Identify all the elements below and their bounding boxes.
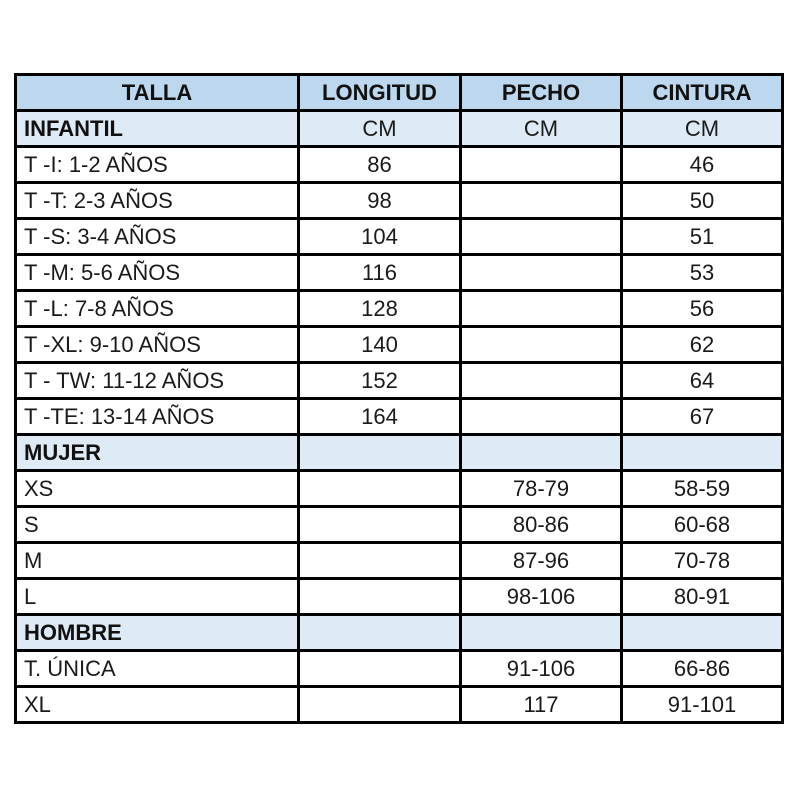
cell-longitud: 128 bbox=[297, 289, 462, 328]
cell-cintura: 67 bbox=[620, 397, 784, 436]
cell-longitud bbox=[297, 649, 462, 688]
column-header-pecho: PECHO bbox=[459, 73, 623, 112]
cell-talla: T -T: 2-3 AÑOS bbox=[14, 181, 300, 220]
table-row: T -I: 1-2 AÑOS 86 46 bbox=[14, 145, 784, 184]
cell-pecho bbox=[459, 397, 623, 436]
cell-cintura: 91-101 bbox=[620, 685, 784, 724]
cell-longitud bbox=[297, 469, 462, 508]
cell-longitud: 104 bbox=[297, 217, 462, 256]
cell-longitud: 98 bbox=[297, 181, 462, 220]
cell-cintura: 80-91 bbox=[620, 577, 784, 616]
cell-pecho: 98-106 bbox=[459, 577, 623, 616]
table-row: T -TE: 13-14 AÑOS 164 67 bbox=[14, 397, 784, 436]
cell-talla: T -S: 3-4 AÑOS bbox=[14, 217, 300, 256]
cell-longitud bbox=[297, 685, 462, 724]
cell-cintura: CM bbox=[620, 109, 784, 148]
cell-longitud bbox=[297, 577, 462, 616]
cell-cintura: 58-59 bbox=[620, 469, 784, 508]
cell-cintura: 62 bbox=[620, 325, 784, 364]
cell-longitud: 86 bbox=[297, 145, 462, 184]
table-row: M 87-96 70-78 bbox=[14, 541, 784, 580]
cell-pecho bbox=[459, 325, 623, 364]
cell-cintura: 53 bbox=[620, 253, 784, 292]
cell-longitud: 140 bbox=[297, 325, 462, 364]
cell-pecho: 91-106 bbox=[459, 649, 623, 688]
cell-longitud: CM bbox=[297, 109, 462, 148]
cell-talla: XS bbox=[14, 469, 300, 508]
cell-pecho bbox=[459, 289, 623, 328]
size-chart-table: TALLA LONGITUD PECHO CINTURA INFANTIL CM C… bbox=[14, 73, 784, 724]
table-row: XS 78-79 58-59 bbox=[14, 469, 784, 508]
cell-longitud bbox=[297, 433, 462, 472]
cell-pecho: 80-86 bbox=[459, 505, 623, 544]
section-row: MUJER bbox=[14, 433, 784, 472]
cell-pecho bbox=[459, 181, 623, 220]
cell-cintura: 50 bbox=[620, 181, 784, 220]
cell-longitud: 152 bbox=[297, 361, 462, 400]
cell-pecho: 87-96 bbox=[459, 541, 623, 580]
cell-pecho bbox=[459, 361, 623, 400]
cell-longitud: 164 bbox=[297, 397, 462, 436]
table-row: T -L: 7-8 AÑOS 128 56 bbox=[14, 289, 784, 328]
table-row: T -S: 3-4 AÑOS 104 51 bbox=[14, 217, 784, 256]
cell-talla: L bbox=[14, 577, 300, 616]
header-row: TALLA LONGITUD PECHO CINTURA bbox=[14, 73, 784, 112]
column-header-cintura: CINTURA bbox=[620, 73, 784, 112]
cell-pecho: 78-79 bbox=[459, 469, 623, 508]
cell-talla: XL bbox=[14, 685, 300, 724]
size-table-body: INFANTIL CM CM CM T -I: 1-2 AÑOS 86 46 T -T: 2-… bbox=[14, 109, 784, 724]
cell-pecho bbox=[459, 145, 623, 184]
cell-cintura: 56 bbox=[620, 289, 784, 328]
section-label: MUJER bbox=[14, 433, 300, 472]
table-row: T - TW: 11-12 AÑOS 152 64 bbox=[14, 361, 784, 400]
table-row: T -XL: 9-10 AÑOS 140 62 bbox=[14, 325, 784, 364]
table-row: XL 117 91-101 bbox=[14, 685, 784, 724]
section-row: INFANTIL CM CM CM bbox=[14, 109, 784, 148]
section-row: HOMBRE bbox=[14, 613, 784, 652]
cell-talla: T -XL: 9-10 AÑOS bbox=[14, 325, 300, 364]
cell-talla: T -TE: 13-14 AÑOS bbox=[14, 397, 300, 436]
cell-pecho bbox=[459, 253, 623, 292]
column-header-talla: TALLA bbox=[14, 73, 300, 112]
cell-cintura: 60-68 bbox=[620, 505, 784, 544]
cell-cintura: 66-86 bbox=[620, 649, 784, 688]
cell-pecho bbox=[459, 217, 623, 256]
cell-cintura: 70-78 bbox=[620, 541, 784, 580]
cell-talla: S bbox=[14, 505, 300, 544]
table-row: S 80-86 60-68 bbox=[14, 505, 784, 544]
cell-pecho bbox=[459, 433, 623, 472]
cell-cintura: 46 bbox=[620, 145, 784, 184]
cell-pecho: CM bbox=[459, 109, 623, 148]
cell-pecho bbox=[459, 613, 623, 652]
cell-cintura bbox=[620, 613, 784, 652]
cell-talla: T -L: 7-8 AÑOS bbox=[14, 289, 300, 328]
cell-pecho: 117 bbox=[459, 685, 623, 724]
cell-talla: M bbox=[14, 541, 300, 580]
cell-longitud: 116 bbox=[297, 253, 462, 292]
table-row: T -M: 5-6 AÑOS 116 53 bbox=[14, 253, 784, 292]
cell-talla: T -M: 5-6 AÑOS bbox=[14, 253, 300, 292]
cell-cintura bbox=[620, 433, 784, 472]
column-header-longitud: LONGITUD bbox=[297, 73, 462, 112]
cell-longitud bbox=[297, 613, 462, 652]
section-label: INFANTIL bbox=[14, 109, 300, 148]
cell-cintura: 51 bbox=[620, 217, 784, 256]
cell-talla: T -I: 1-2 AÑOS bbox=[14, 145, 300, 184]
cell-longitud bbox=[297, 541, 462, 580]
cell-cintura: 64 bbox=[620, 361, 784, 400]
table-row: T. ÚNICA 91-106 66-86 bbox=[14, 649, 784, 688]
cell-longitud bbox=[297, 505, 462, 544]
cell-talla: T - TW: 11-12 AÑOS bbox=[14, 361, 300, 400]
cell-talla: T. ÚNICA bbox=[14, 649, 300, 688]
table-row: L 98-106 80-91 bbox=[14, 577, 784, 616]
section-label: HOMBRE bbox=[14, 613, 300, 652]
table-row: T -T: 2-3 AÑOS 98 50 bbox=[14, 181, 784, 220]
